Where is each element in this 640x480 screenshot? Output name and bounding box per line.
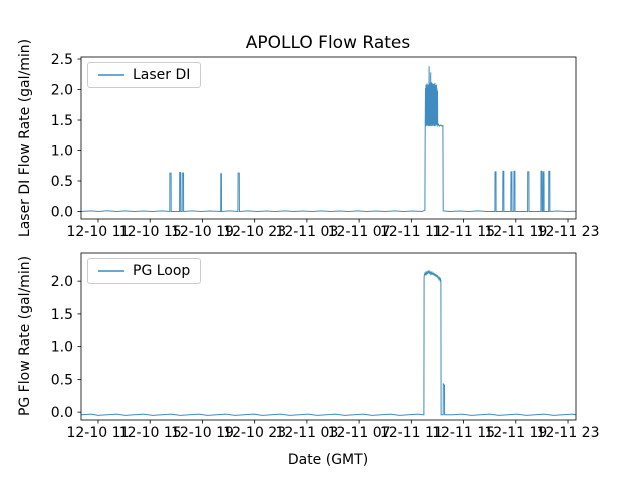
legend-label-laser-di: Laser DI <box>133 67 191 83</box>
legend-laser-di: Laser DI <box>87 62 202 88</box>
svg-text:1.5: 1.5 <box>51 113 73 129</box>
svg-text:12-10 11: 12-10 11 <box>66 224 129 240</box>
svg-text:0.5: 0.5 <box>51 174 73 190</box>
svg-text:12-10 23: 12-10 23 <box>223 425 286 441</box>
legend-label-pg-loop: PG Loop <box>133 263 191 279</box>
laser-di-y-axis-label: Laser DI Flow Rate (gal/min) <box>17 38 33 238</box>
svg-text:12-11 15: 12-11 15 <box>432 224 495 240</box>
pg-y-axis-label: PG Flow Rate (gal/min) <box>17 255 33 417</box>
svg-text:12-11 11: 12-11 11 <box>380 224 443 240</box>
legend-line-sample-icon <box>98 270 124 272</box>
svg-text:12-11 19: 12-11 19 <box>484 224 547 240</box>
svg-text:2.0: 2.0 <box>51 83 73 99</box>
svg-text:12-10 15: 12-10 15 <box>119 425 182 441</box>
svg-text:12-10 19: 12-10 19 <box>171 425 234 441</box>
svg-text:0.0: 0.0 <box>51 204 73 220</box>
svg-text:12-11 19: 12-11 19 <box>484 425 547 441</box>
legend-pg-loop: PG Loop <box>87 258 202 284</box>
svg-text:12-11 23: 12-11 23 <box>537 224 600 240</box>
svg-text:12-10 15: 12-10 15 <box>119 224 182 240</box>
svg-text:12-11 23: 12-11 23 <box>537 425 600 441</box>
svg-text:1.0: 1.0 <box>51 340 73 356</box>
svg-text:12-11 03: 12-11 03 <box>275 425 338 441</box>
svg-text:1.5: 1.5 <box>51 307 73 323</box>
svg-text:12-10 19: 12-10 19 <box>171 224 234 240</box>
svg-text:0.0: 0.0 <box>51 405 73 421</box>
svg-text:2.5: 2.5 <box>51 52 73 68</box>
svg-text:12-11 03: 12-11 03 <box>275 224 338 240</box>
svg-text:2.0: 2.0 <box>51 274 73 290</box>
svg-text:1.0: 1.0 <box>51 144 73 160</box>
svg-text:12-11 11: 12-11 11 <box>380 425 443 441</box>
svg-text:12-10 23: 12-10 23 <box>223 224 286 240</box>
x-axis-label: Date (GMT) <box>287 452 369 468</box>
svg-text:12-10 11: 12-10 11 <box>66 425 129 441</box>
svg-text:12-11 07: 12-11 07 <box>328 425 391 441</box>
legend-line-sample-icon <box>98 74 124 76</box>
chart-title: APOLLO Flow Rates <box>245 33 411 53</box>
svg-text:0.5: 0.5 <box>51 372 73 388</box>
svg-text:12-11 07: 12-11 07 <box>328 224 391 240</box>
svg-text:12-11 15: 12-11 15 <box>432 425 495 441</box>
